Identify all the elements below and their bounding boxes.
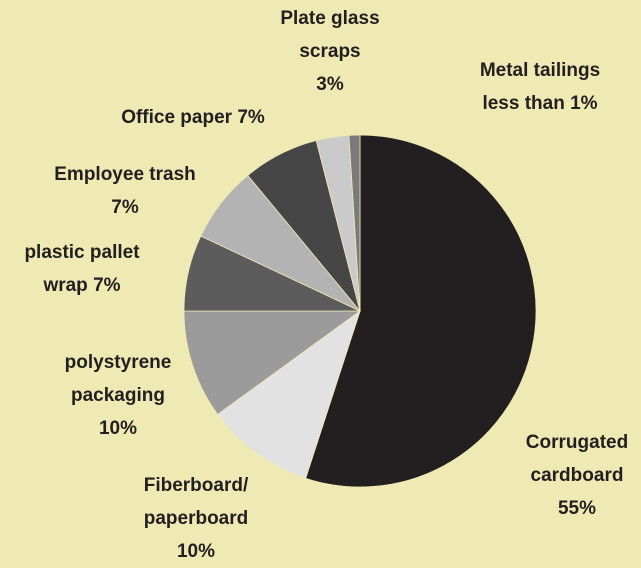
category-label: plastic pallet wrap [24, 242, 140, 296]
category-label: Fiberboard/ paperboard [143, 475, 249, 529]
value-label: 10% [98, 418, 138, 439]
slice-label: Corrugated cardboard 55% [512, 426, 641, 525]
pie-slice [217, 309, 361, 479]
pie-slice [305, 134, 537, 488]
slice-label: Metal tailings less than 1% [445, 54, 635, 120]
slice-label: Plate glass scraps 3% [275, 2, 385, 101]
value-label: 3% [316, 74, 344, 95]
slice-label: Fiberboard/ paperboard 10% [131, 469, 261, 568]
pie-slice [183, 310, 362, 416]
value-label: 7% [93, 275, 121, 296]
slice-label: Employee trash 7% [25, 158, 225, 224]
category-label: Corrugated cardboard [525, 432, 629, 486]
slice-label: plastic pallet wrap 7% [2, 236, 162, 302]
category-label: Office paper [121, 107, 233, 128]
category-label: Metal tailings [479, 60, 601, 81]
pie-slice [348, 134, 361, 312]
slice-label: Office paper 7% [83, 101, 303, 134]
value-label: 7% [237, 107, 265, 128]
slice-label: polystyrene packaging 10% [48, 346, 188, 445]
value-label: less than 1% [482, 93, 598, 114]
category-label: polystyrene packaging [64, 352, 172, 406]
category-label: Employee trash [54, 164, 196, 185]
value-label: 10% [176, 541, 216, 562]
value-label: 55% [557, 498, 597, 519]
category-label: Plate glass scraps [280, 8, 380, 62]
value-label: 7% [111, 197, 139, 218]
